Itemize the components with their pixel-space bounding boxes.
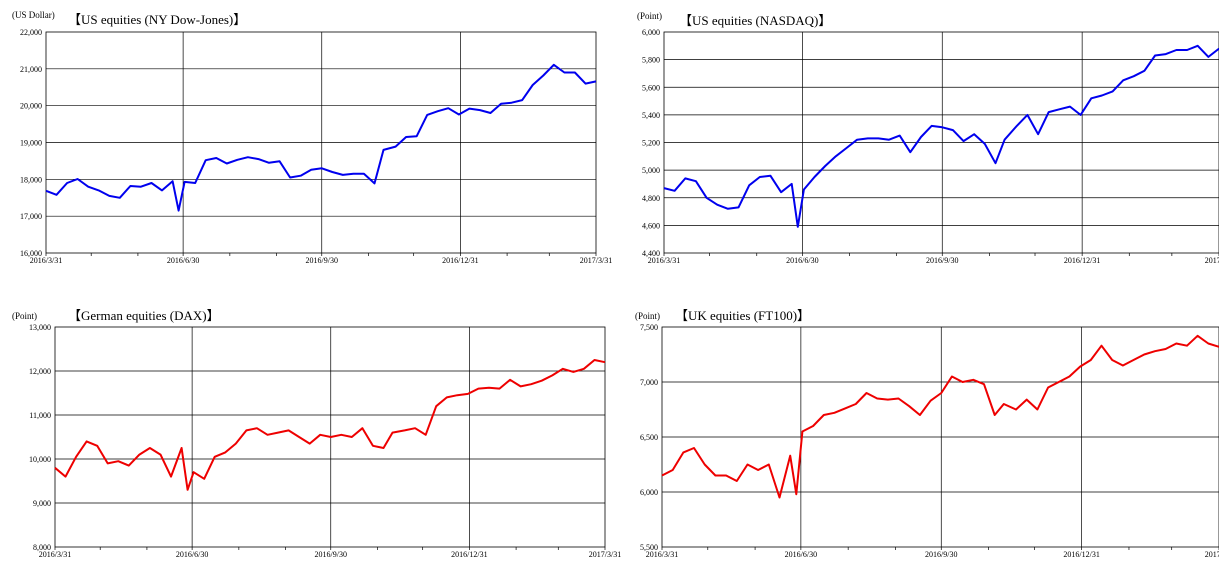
y-tick-label: 8,000 [33, 543, 51, 552]
chart-svg: 5,500 6,000 6,500 7,000 7,500 2016/3/31 2016/6… [640, 323, 1219, 559]
y-tick-label: 5,200 [642, 139, 660, 148]
x-tick-label: 2016/3/31 [30, 256, 62, 265]
x-tick-label: 2016/6/30 [176, 550, 208, 559]
y-tick-label: 5,500 [640, 543, 658, 552]
chart-panel-ft100: (Point) 【UK equities (FT100)】 5,500 6,000… [609, 281, 1219, 562]
y-tick-label: 5,800 [642, 56, 660, 65]
series-line [54, 359, 606, 491]
series-line [663, 44, 1219, 228]
y-tick-label: 22,000 [20, 28, 42, 37]
y-tick-label: 10,000 [29, 455, 51, 464]
unit-label: (Point) [637, 11, 663, 21]
series-line [45, 63, 597, 212]
y-tick-label: 4,800 [642, 194, 660, 203]
x-tick-label: 2016/6/30 [167, 256, 199, 265]
x-tick-label: 2017/3/31 [580, 256, 612, 265]
chart-panel-dow: (US Dollar) 【US equities (NY Dow-Jones)】… [0, 0, 612, 281]
x-tick-label: 2016/12/31 [1063, 550, 1099, 559]
chart-svg: 16,000 17,000 18,000 19,000 20,000 21,000 22,0… [20, 28, 612, 265]
y-tick-label: 5,400 [642, 111, 660, 120]
chart-title: 【US equities (NY Dow-Jones)】 [68, 12, 247, 27]
x-tick-label: 2016/3/31 [648, 256, 680, 265]
y-tick-label: 21,000 [20, 65, 42, 74]
y-tick-label: 16,000 [20, 249, 42, 258]
x-tick-label: 2016/9/30 [926, 256, 958, 265]
x-tick-label: 2016/9/30 [925, 550, 957, 559]
plot-frame [45, 31, 597, 254]
y-tick-label: 6,500 [640, 433, 658, 442]
y-tick-label: 18,000 [20, 175, 42, 184]
chart-panel-dax: (Point) 【German equities (DAX)】 8,000 9,0… [0, 281, 621, 562]
y-tick-label: 4,400 [642, 249, 660, 258]
y-tick-label: 6,000 [642, 28, 660, 37]
y-tick-label: 20,000 [20, 102, 42, 111]
unit-label: (Point) [12, 311, 38, 321]
y-tick-label: 6,000 [640, 488, 658, 497]
x-tick-label: 2016/9/30 [315, 550, 347, 559]
x-tick-label: 2016/6/30 [785, 550, 817, 559]
unit-label: (US Dollar) [12, 10, 55, 20]
y-tick-label: 7,500 [640, 323, 658, 332]
x-tick-label: 2016/12/31 [442, 256, 478, 265]
x-tick-label: 2016/6/30 [786, 256, 818, 265]
y-tick-label: 17,000 [20, 212, 42, 221]
x-tick-label: 2016/9/30 [306, 256, 338, 265]
y-tick-label: 11,000 [29, 411, 51, 420]
series-line [661, 334, 1219, 499]
chart-svg: 4,400 4,600 4,800 5,000 5,200 5,400 5,600 5,800… [642, 28, 1219, 265]
y-tick-label: 7,000 [640, 378, 658, 387]
chart-title: 【US equities (NASDAQ)】 [679, 13, 832, 28]
y-tick-label: 12,000 [29, 367, 51, 376]
y-tick-label: 4,600 [642, 221, 660, 230]
plot-frame [54, 326, 606, 548]
plot-frame [663, 31, 1219, 254]
x-tick-label: 2017/3/31 [589, 550, 621, 559]
x-tick-label: 2017/3/3 [1205, 550, 1219, 559]
x-tick-label: 2016/3/31 [39, 550, 71, 559]
y-tick-label: 5,600 [642, 83, 660, 92]
y-tick-label: 13,000 [29, 323, 51, 332]
y-tick-label: 5,000 [642, 166, 660, 175]
y-tick-label: 19,000 [20, 139, 42, 148]
x-tick-label: 2016/12/31 [1064, 256, 1100, 265]
chart-svg: 8,000 9,000 10,000 11,000 12,000 13,000 2016/3… [29, 323, 621, 559]
chart-title: 【UK equities (FT100)】 [675, 308, 811, 323]
x-tick-label: 2017/3/3 [1205, 256, 1219, 265]
x-tick-label: 2016/3/31 [646, 550, 678, 559]
x-tick-label: 2016/12/31 [451, 550, 487, 559]
plot-frame [661, 326, 1219, 548]
unit-label: (Point) [635, 311, 661, 321]
chart-title: 【German equities (DAX)】 [68, 308, 220, 323]
y-tick-label: 9,000 [33, 499, 51, 508]
chart-panel-nasdaq: (Point) 【US equities (NASDAQ)】 4,400 4,60… [609, 0, 1219, 281]
